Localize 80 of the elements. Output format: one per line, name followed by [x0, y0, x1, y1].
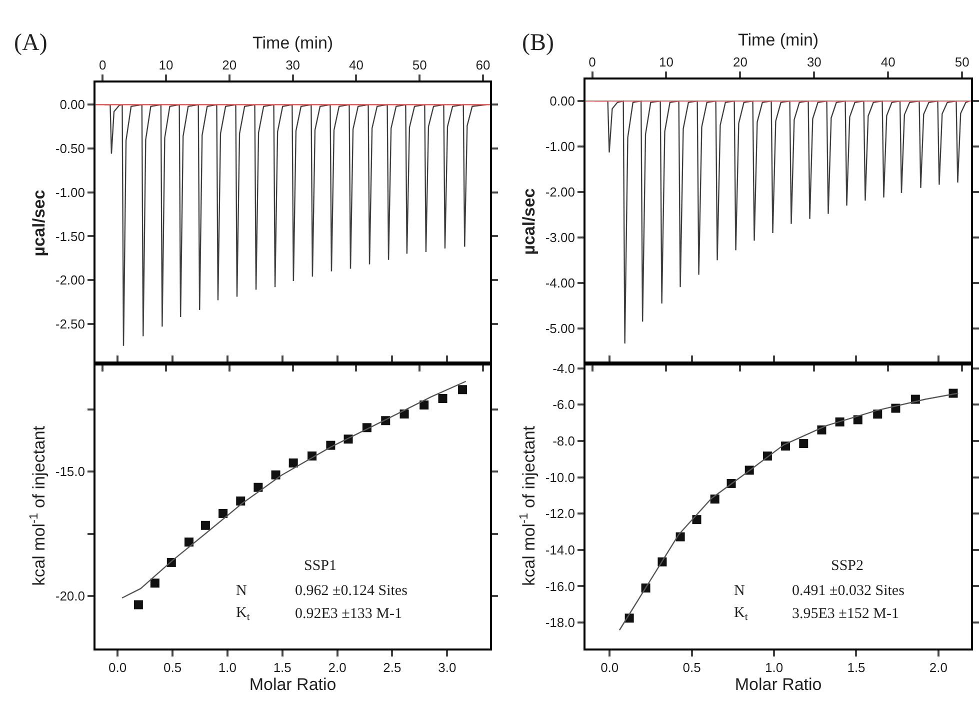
x-tick-label: 10: [658, 54, 674, 70]
x-tick-label: 1.0: [218, 660, 236, 675]
x-tick-label: 1.5: [847, 660, 866, 675]
y-tick-label: -0.50: [55, 141, 86, 156]
annotation: K$_{t}$: [236, 605, 250, 624]
annotation: 0.962 ±0.124 Sites: [295, 583, 408, 599]
y-tick-label: -12.0: [545, 506, 575, 522]
y-tick-label: -4.0: [552, 360, 575, 376]
y-tick-label: -1.50: [55, 228, 86, 244]
point: [438, 394, 448, 404]
annotation: N: [734, 583, 745, 599]
x-tick-label: 30: [806, 54, 822, 70]
annotation: N: [236, 583, 247, 599]
point: [184, 538, 194, 547]
y-tick-label: -2.00: [55, 272, 86, 288]
y-tick-label: -2.00: [545, 184, 575, 200]
y-tick-label: -1.00: [545, 139, 575, 154]
y-tick-label: -3.00: [545, 230, 575, 246]
point: [288, 458, 298, 468]
point: [254, 482, 263, 492]
x-tick-label: 0: [588, 54, 596, 70]
y-tick-label: -8.0: [552, 434, 575, 449]
point: [271, 470, 280, 480]
x-tick-label: 50: [412, 57, 427, 72]
x-tick-label: 1.5: [273, 660, 292, 675]
x-tick-label: 2.0: [328, 660, 346, 675]
x-tick-label: 0: [98, 57, 106, 72]
annotation: SSP2: [831, 558, 864, 574]
x-tick-label: 40: [348, 57, 364, 72]
x-tick-label: 20: [222, 57, 237, 72]
y-tick-label: -20.0: [55, 588, 86, 604]
point: [218, 508, 228, 518]
y-axis-title: µcal/sec: [29, 190, 48, 256]
x-tick-label: 0.5: [163, 660, 182, 675]
x-tick-label: 60: [476, 57, 490, 72]
point: [236, 496, 246, 506]
chart-title: (B): [522, 30, 554, 56]
line-series: [121, 380, 466, 599]
y-tick-label: -1.00: [55, 184, 86, 200]
y-tick-label: -6.0: [552, 397, 575, 412]
x-axis-title: Time (min): [252, 34, 334, 53]
point: [150, 578, 160, 588]
y-tick-label: -14.0: [545, 542, 575, 558]
y-axis-title: µcal/sec: [519, 188, 538, 255]
annotation: 3.95E3 ±152 M-1: [792, 606, 899, 622]
x-axis-title: Molar Ratio: [249, 674, 336, 694]
x-tick-label: 50: [954, 54, 970, 70]
annotation: 0.491 ±0.032 Sites: [792, 583, 905, 599]
point: [799, 439, 808, 448]
x-tick-label: 2.0: [929, 660, 948, 675]
annotation: K$_{t}$: [734, 605, 748, 624]
point: [458, 385, 468, 394]
x-axis-title: Time (min): [738, 30, 819, 50]
y-tick-label: -10.0: [545, 470, 575, 485]
y-tick-label: 0.00: [550, 94, 575, 109]
x-tick-label: 1.0: [764, 660, 784, 675]
x-tick-label: 10: [158, 57, 174, 72]
x-tick-label: 30: [286, 57, 300, 72]
point: [420, 400, 429, 410]
x-tick-label: 3.0: [438, 660, 456, 675]
x-tick-label: 0.0: [600, 660, 619, 675]
y-tick-label: -16.0: [545, 578, 575, 594]
y-tick-label: -4.00: [545, 276, 575, 291]
x-tick-label: 2.5: [383, 660, 402, 675]
x-tick-label: 0.0: [108, 660, 127, 675]
y-tick-label: -15.0: [55, 464, 86, 480]
annotation: SSP1: [304, 558, 337, 574]
point: [692, 515, 702, 524]
y-tick-label: -18.0: [545, 615, 575, 630]
x-axis-title: Molar Ratio: [734, 674, 822, 694]
y-tick-label: -5.00: [545, 321, 575, 336]
x-tick-label: 0.5: [682, 660, 701, 675]
y-tick-label: 0.00: [60, 97, 86, 112]
point: [134, 600, 143, 610]
x-tick-label: 20: [732, 54, 748, 70]
annotation: 0.92E3 ±133 M-1: [295, 606, 402, 622]
point: [200, 520, 210, 530]
chart-title: (A): [14, 30, 48, 56]
y-tick-label: -2.50: [55, 316, 86, 332]
x-tick-label: 40: [880, 54, 896, 70]
